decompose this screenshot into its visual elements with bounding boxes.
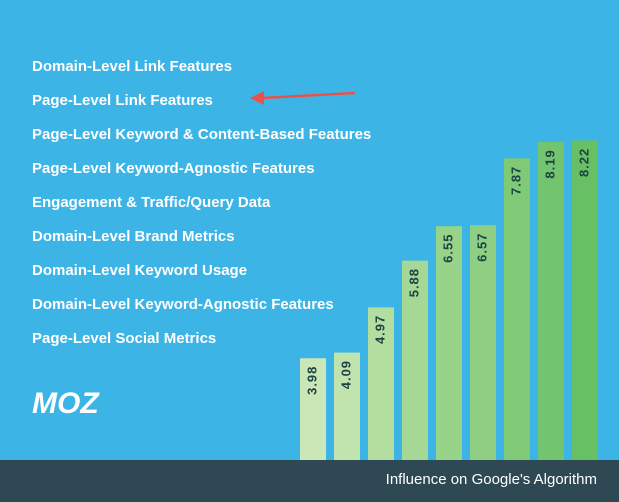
category-label: Page-Level Link Features [32, 92, 213, 109]
value-label: 8.19 [542, 149, 557, 178]
value-label: 6.55 [440, 234, 455, 263]
category-label: Domain-Level Brand Metrics [32, 228, 235, 245]
category-label: Page-Level Keyword & Content-Based Featu… [32, 126, 371, 143]
footer-bar [0, 460, 619, 502]
bar [368, 307, 394, 460]
value-label: 6.57 [474, 233, 489, 262]
bar [436, 226, 462, 460]
bar [470, 225, 496, 460]
value-label: 8.22 [576, 148, 591, 177]
category-label: Page-Level Keyword-Agnostic Features [32, 160, 315, 177]
value-label: 4.97 [372, 315, 387, 344]
bar [572, 140, 598, 460]
value-label: 3.98 [304, 366, 319, 395]
annotation-arrow [250, 91, 356, 105]
bar [538, 141, 564, 460]
bar [300, 358, 326, 460]
category-label: Domain-Level Keyword Usage [32, 262, 247, 279]
bar [504, 158, 530, 460]
bar [402, 260, 428, 460]
category-label: Domain-Level Keyword-Agnostic Features [32, 296, 334, 313]
category-label: Domain-Level Link Features [32, 58, 232, 75]
logo: MOZ [32, 387, 100, 420]
value-label: 7.87 [508, 166, 523, 195]
bar [334, 352, 360, 460]
category-label: Page-Level Social Metrics [32, 330, 216, 347]
value-label: 5.88 [406, 268, 421, 297]
value-label: 4.09 [338, 360, 353, 389]
category-label: Engagement & Traffic/Query Data [32, 194, 271, 211]
x-axis-label: Influence on Google's Algorithm [386, 471, 597, 488]
